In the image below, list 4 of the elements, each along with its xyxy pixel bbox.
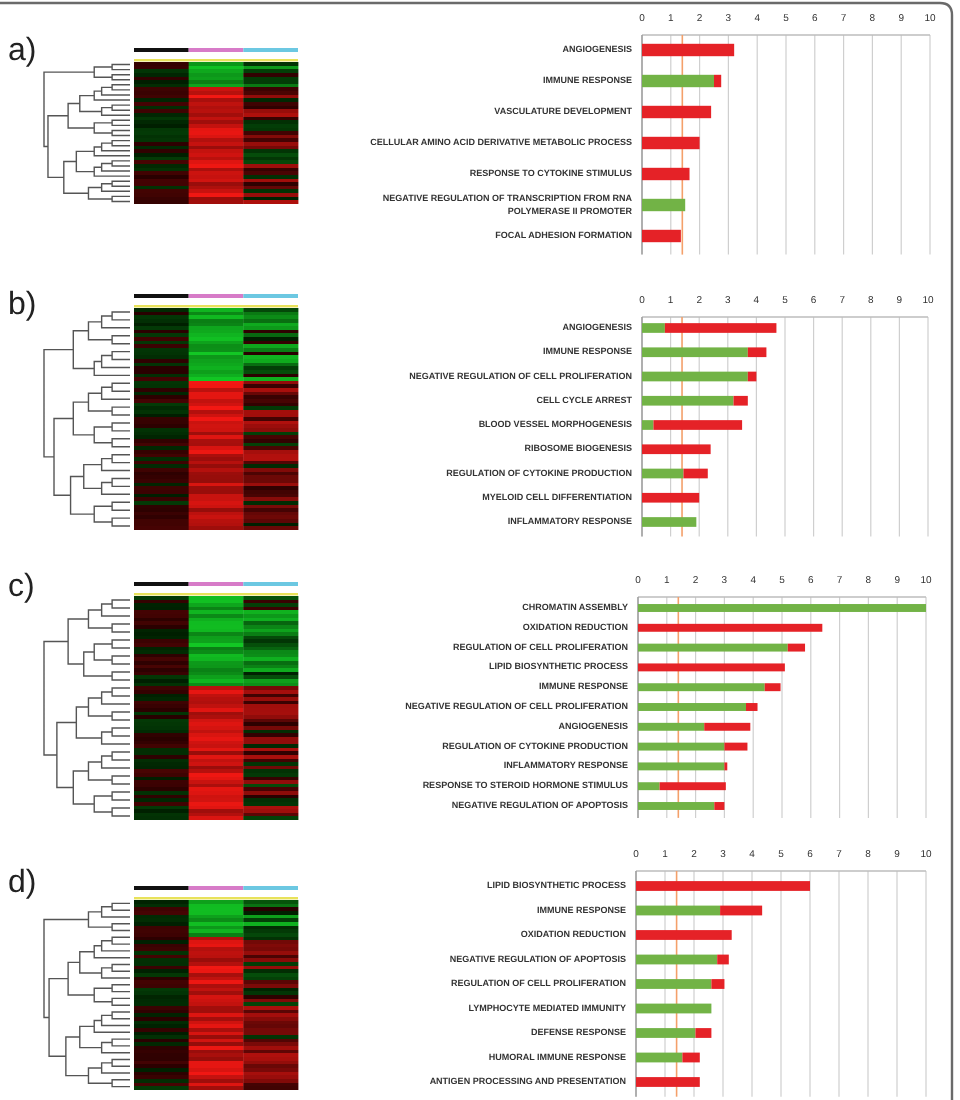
text: d) bbox=[8, 866, 37, 901]
text: b) bbox=[8, 288, 37, 323]
text: c) bbox=[8, 570, 35, 605]
text: a) bbox=[8, 34, 37, 69]
